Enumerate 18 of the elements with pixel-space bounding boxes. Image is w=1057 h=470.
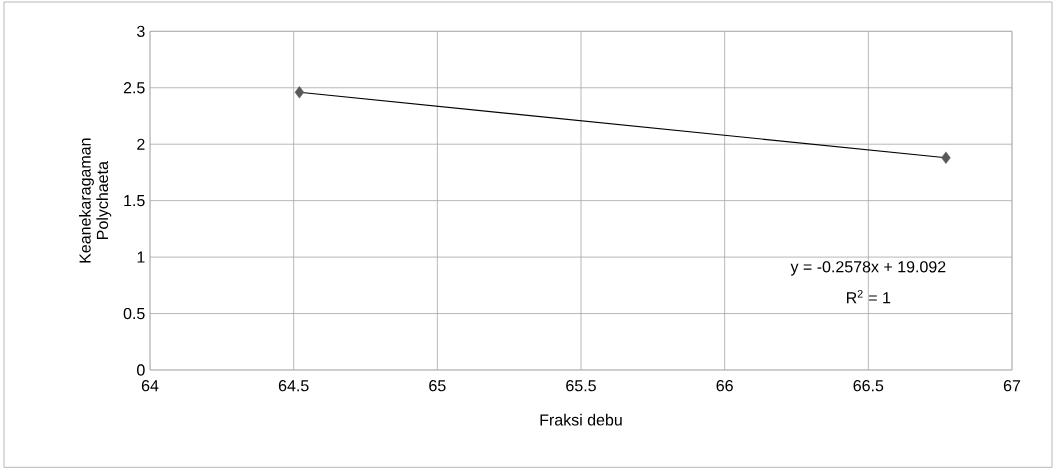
y-tick-label: 1	[137, 251, 145, 263]
x-tick-label: 67	[1003, 380, 1021, 392]
y-tick-label: 2	[137, 138, 145, 150]
y-tick-label: 2.5	[123, 82, 145, 94]
annotation: R$^{2}$ = 1	[847, 289, 891, 304]
x-tick-label: 65	[429, 380, 446, 392]
y-axis-title: Keanekaragaman Polychaeta	[79, 138, 112, 263]
x-tick-label: 66.5	[853, 380, 884, 392]
y-tick-label: 0.5	[123, 307, 145, 320]
x-tick-label: 65.5	[566, 380, 596, 392]
x-axis-title: Fraksi debu	[540, 413, 622, 426]
y-tick-label: 3	[137, 25, 145, 37]
y-tick-label: 0	[137, 364, 145, 376]
x-tick-label: 66	[716, 380, 733, 392]
y-tick-label: 1.5	[124, 195, 145, 207]
annotation: y = -0.2578x + 19.092	[790, 261, 946, 276]
x-tick-label: 64	[141, 380, 159, 392]
x-tick-label: 64.5	[278, 380, 309, 392]
